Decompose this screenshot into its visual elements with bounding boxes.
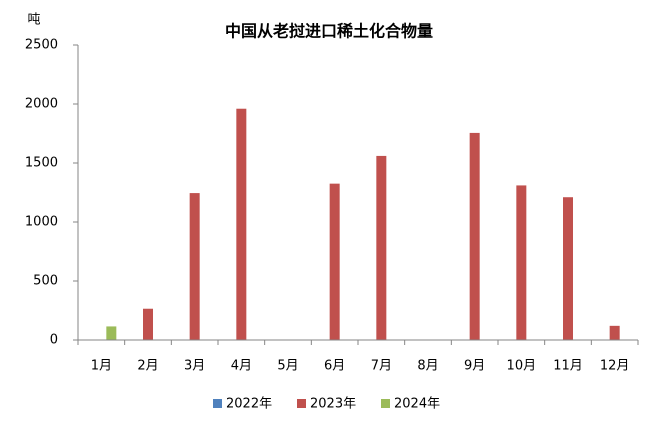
y-axis-label: 吨 xyxy=(27,13,40,28)
x-tick-label: 8月 xyxy=(417,359,438,374)
bar xyxy=(376,155,387,340)
bar xyxy=(329,183,340,340)
y-tick-label: 500 xyxy=(33,274,58,289)
y-tick-label: 2000 xyxy=(25,97,58,112)
legend-label: 2024年 xyxy=(394,397,440,412)
bar xyxy=(516,185,527,340)
bar xyxy=(469,132,480,340)
bar xyxy=(189,193,200,340)
bar xyxy=(563,197,573,340)
x-tick-label: 5月 xyxy=(277,359,298,374)
legend-label: 2022年 xyxy=(226,397,272,412)
legend-swatch xyxy=(213,399,222,408)
bar xyxy=(609,325,620,340)
chart-title: 中国从老挝进口稀土化合物量 xyxy=(225,22,433,41)
x-tick-label: 9月 xyxy=(464,359,485,374)
bar xyxy=(236,108,247,340)
y-tick-label: 2500 xyxy=(25,38,58,53)
legend-label: 2023年 xyxy=(310,397,356,412)
x-tick-label: 2月 xyxy=(137,359,158,374)
x-tick-label: 3月 xyxy=(184,359,205,374)
bar xyxy=(106,326,117,340)
y-tick-label: 1000 xyxy=(25,215,58,230)
x-tick-label: 10月 xyxy=(507,359,537,374)
y-tick-label: 1500 xyxy=(25,156,58,171)
bar xyxy=(143,308,153,340)
y-tick-label: 0 xyxy=(50,333,58,348)
x-tick-label: 6月 xyxy=(324,359,345,374)
x-tick-label: 11月 xyxy=(553,359,583,374)
legend-swatch xyxy=(297,399,306,408)
legend-swatch xyxy=(381,399,390,408)
x-tick-label: 12月 xyxy=(600,359,630,374)
x-tick-label: 1月 xyxy=(91,359,112,374)
x-tick-label: 7月 xyxy=(371,359,392,374)
x-tick-label: 4月 xyxy=(231,359,252,374)
